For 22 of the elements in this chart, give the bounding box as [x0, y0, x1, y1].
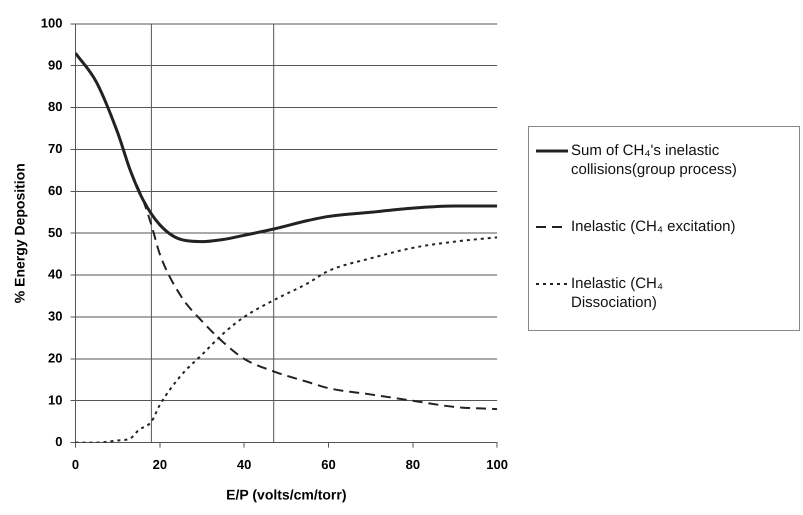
- y-tick-label: 90: [48, 57, 62, 72]
- y-tick-label: 0: [55, 434, 62, 450]
- y-tick-label: 40: [48, 266, 62, 282]
- x-tick-label: 60: [321, 456, 336, 472]
- x-tick-label: 20: [152, 456, 168, 472]
- x-tick-label: 80: [406, 456, 420, 472]
- y-tick-label: 30: [48, 308, 62, 324]
- y-tick-label: 80: [48, 99, 62, 114]
- x-axis-title: E/P (volts/cm/torr): [226, 486, 346, 502]
- y-axis-title: % Energy Deposition: [11, 163, 28, 304]
- x-tick-label: 40: [236, 456, 252, 472]
- legend-label: Sum of CH₄'s inelastic collisions(group process): [570, 141, 738, 179]
- y-tick-label: 50: [48, 224, 62, 240]
- x-tick-label: 0: [72, 456, 80, 472]
- y-tick-label: 100: [40, 15, 62, 30]
- y-tick-label: 70: [48, 141, 62, 156]
- y-tick-label: 60: [48, 182, 62, 198]
- y-tick-label: 20: [48, 350, 62, 366]
- x-tick-label: 100: [486, 456, 508, 472]
- legend-label: Inelastic (CH₄ Dissociation): [570, 274, 664, 312]
- y-tick-label: 10: [48, 392, 62, 408]
- legend-label: Inelastic (CH₄ excitation): [570, 217, 736, 236]
